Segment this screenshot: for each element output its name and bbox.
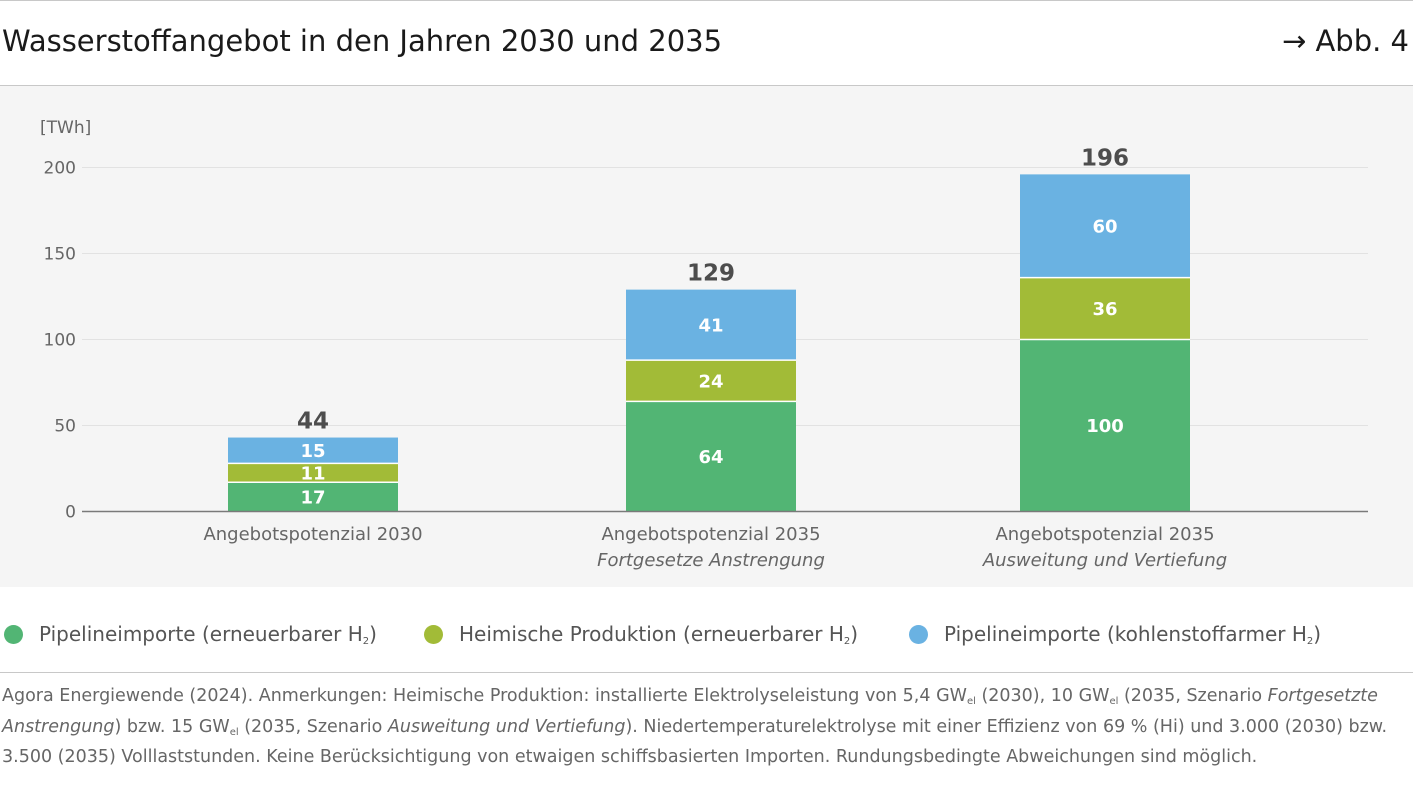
bar-segment xyxy=(1020,174,1190,278)
y-tick-label: 150 xyxy=(44,245,76,265)
bar-segment xyxy=(626,360,796,402)
bar-segment xyxy=(626,401,796,512)
y-unit-label: [TWh] xyxy=(40,118,91,138)
x-category-sublabel: Ausweitung und Vertiefung xyxy=(982,550,1227,571)
figure-reference: → Abb. 4 xyxy=(1281,24,1409,58)
legend-label: Pipelineimporte (erneuerbarer H2) xyxy=(39,621,377,647)
segment-value-label: 36 xyxy=(1092,299,1117,320)
x-category-label: Angebotspotenzial 2035 xyxy=(601,524,820,545)
bar-segment xyxy=(626,289,796,361)
x-category-label: Angebotspotenzial 2035 xyxy=(995,524,1214,545)
segment-value-label: 60 xyxy=(1092,216,1117,237)
bar-segment xyxy=(1020,339,1190,512)
x-category-label: Angebotspotenzial 2030 xyxy=(203,524,422,545)
segment-value-label: 17 xyxy=(300,487,325,508)
segment-value-label: 24 xyxy=(698,371,723,392)
bar-segment xyxy=(228,437,398,464)
footer-rule xyxy=(0,672,1413,673)
bar-segment xyxy=(1020,277,1190,340)
y-tick-label: 100 xyxy=(44,331,76,351)
bar-total-label: 44 xyxy=(297,409,329,435)
legend-item-pipeline-renewable: Pipelineimporte (erneuerbarer H2) xyxy=(4,612,377,656)
legend-label: Heimische Produktion (erneuerbarer H2) xyxy=(459,621,859,647)
segment-value-label: 64 xyxy=(698,447,723,468)
legend-swatch-domestic-production xyxy=(424,624,443,644)
y-tick-label: 50 xyxy=(54,417,76,437)
y-tick-label: 0 xyxy=(65,503,76,523)
segment-value-label: 11 xyxy=(300,463,325,484)
source-note: Agora Energiewende (2024). Anmerkungen: … xyxy=(2,686,1388,767)
legend-swatch-pipeline-lowcarbon xyxy=(909,624,928,644)
segment-value-label: 41 xyxy=(698,315,723,336)
legend-item-domestic-production: Heimische Produktion (erneuerbarer H2) xyxy=(424,612,858,656)
bar-total-label: 129 xyxy=(687,261,735,287)
bar-segment xyxy=(228,463,398,483)
header-rule xyxy=(0,85,1413,86)
chart-header: Wasserstoffangebot in den Jahren 2030 un… xyxy=(0,0,1413,86)
plot-area: [TWh] 0 50 100 150 200 17 11 15 44 Angebotspotenzi… xyxy=(0,86,1413,587)
legend: Pipelineimporte (erneuerbarer H2) Heimis… xyxy=(0,612,1413,656)
x-category-sublabel: Fortgesetze Anstrengung xyxy=(597,550,825,571)
y-tick-label: 200 xyxy=(44,159,76,179)
legend-label: Pipelineimporte (kohlenstoffarmer H2) xyxy=(944,621,1322,647)
top-rule xyxy=(0,0,1413,1)
segment-value-label: 100 xyxy=(1086,416,1124,437)
segment-value-label: 15 xyxy=(300,441,325,462)
bar-segment xyxy=(228,482,398,512)
legend-item-pipeline-lowcarbon: Pipelineimporte (kohlenstoffarmer H2) xyxy=(909,612,1321,656)
chart-title: Wasserstoffangebot in den Jahren 2030 un… xyxy=(2,24,723,58)
legend-swatch-pipeline-renewable xyxy=(4,624,23,644)
bar-total-label: 196 xyxy=(1081,145,1129,171)
